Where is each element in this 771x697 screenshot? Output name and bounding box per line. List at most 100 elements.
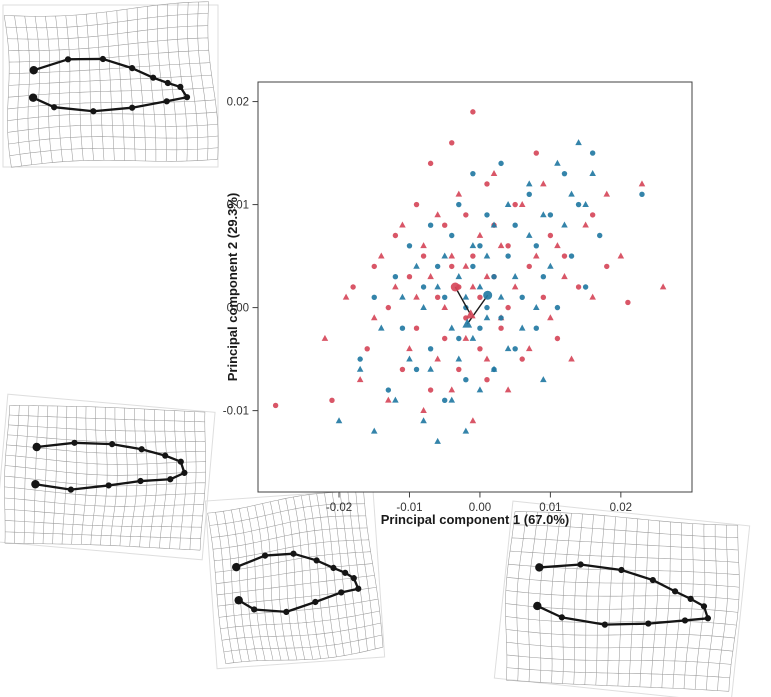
scatter-point-blue-circles xyxy=(561,170,568,177)
mesh-line xyxy=(96,13,105,161)
scatter-point-blue-circles xyxy=(413,366,420,373)
scatter-point-red-triangles xyxy=(568,355,575,362)
scatter-point-red-circles xyxy=(392,232,399,239)
landmark-point xyxy=(64,56,72,63)
scatter-point-blue-circles xyxy=(540,273,547,280)
mesh-line xyxy=(584,514,594,685)
scatter-point-blue-triangles xyxy=(434,437,441,444)
scatter-point-blue-circles xyxy=(505,253,511,259)
mesh-line xyxy=(9,404,205,413)
mesh-line xyxy=(617,517,627,687)
mesh-line xyxy=(694,524,706,690)
landmark-point xyxy=(671,588,679,595)
scatter-point-red-circles xyxy=(470,253,476,259)
mesh-line xyxy=(24,16,33,165)
scatter-point-blue-triangles xyxy=(455,273,463,280)
scatter-point-red-triangles xyxy=(420,406,427,413)
mesh-line xyxy=(85,14,94,161)
landmark-point xyxy=(645,620,652,627)
landmark-point xyxy=(162,452,169,459)
deformation-grid-bottom-center xyxy=(204,488,386,670)
scatter-point-red-triangles xyxy=(511,283,519,290)
mesh-line xyxy=(8,37,209,51)
landmark-point xyxy=(138,446,145,453)
scatter-point-red-triangles xyxy=(441,303,448,310)
scatter-point-red-triangles xyxy=(589,293,596,300)
mesh-line xyxy=(129,408,138,547)
landmark-point xyxy=(601,621,608,628)
scatter-point-red-circles xyxy=(498,325,504,331)
x-tick-label: -0.01 xyxy=(396,502,422,514)
landmark-point xyxy=(29,66,38,75)
mesh-line xyxy=(300,495,321,659)
mesh-line xyxy=(109,407,118,546)
mesh-line xyxy=(262,503,282,661)
y-axis-title: Principal component 2 (29.3%) xyxy=(225,193,240,382)
mesh-line xyxy=(606,516,616,686)
scatter-point-red-circles xyxy=(385,304,392,311)
mesh-line xyxy=(308,494,329,658)
mesh-line xyxy=(197,1,209,161)
scatter-point-blue-circles xyxy=(399,325,406,331)
pca-scatter-plot: -0.02 -0.01 0.00 0.01 0.02 -0.01 0.00 0.01 0.02… xyxy=(223,81,693,527)
mesh-line xyxy=(9,414,205,423)
scatter-point-red-circles xyxy=(505,243,511,249)
scatter-point-red-circles xyxy=(329,397,335,404)
scatter-point-red-circles xyxy=(561,253,568,259)
mesh-line xyxy=(207,513,227,664)
landmark-point xyxy=(177,458,184,465)
mesh-line xyxy=(505,629,735,639)
landmark-point xyxy=(700,603,708,610)
landmark-point xyxy=(234,596,243,605)
scatter-point-blue-circles xyxy=(477,325,483,331)
landmark-point xyxy=(312,598,319,606)
mesh-line xyxy=(5,465,206,476)
scatter-point-blue-circles xyxy=(434,263,441,270)
scatter-point-blue-triangles xyxy=(469,334,477,341)
mesh-line xyxy=(215,512,234,663)
scatter-point-blue-triangles xyxy=(441,252,448,259)
plot-panel xyxy=(257,81,693,493)
mesh-line xyxy=(14,405,20,544)
mesh-line xyxy=(7,25,208,40)
y-tick-label: 0.00 xyxy=(227,303,249,315)
scatter-point-blue-triangles xyxy=(476,386,484,393)
mesh-line xyxy=(4,486,205,497)
mesh-line xyxy=(5,454,206,465)
mesh-line xyxy=(147,6,157,162)
landmark-point xyxy=(183,94,191,101)
scatter-point-blue-triangles xyxy=(462,427,470,434)
landmark-point xyxy=(558,614,565,621)
mesh-line xyxy=(177,3,188,162)
mesh-line xyxy=(216,563,373,584)
landmark-point xyxy=(177,83,184,91)
mesh-line xyxy=(100,407,108,546)
scatter-point-blue-circles xyxy=(392,273,399,280)
landmark-point xyxy=(51,104,58,111)
scatter-point-blue-circles xyxy=(568,253,575,259)
scatter-point-red-triangles xyxy=(392,283,399,290)
mesh-line xyxy=(169,410,177,549)
scatter-point-red-triangles xyxy=(540,180,547,187)
mesh-line xyxy=(55,16,63,162)
scatter-point-red-triangles xyxy=(469,283,477,290)
mesh-line xyxy=(331,492,353,655)
deformation-grid-bottom-right xyxy=(493,500,751,697)
scatter-point-blue-triangles xyxy=(462,293,470,300)
scatter-point-blue-triangles xyxy=(561,221,568,228)
scatter-point-blue-circles xyxy=(385,387,392,393)
mesh-line xyxy=(505,511,516,681)
mesh-line xyxy=(516,511,527,681)
scatter-point-blue-circles xyxy=(477,243,483,249)
landmark-point xyxy=(338,589,345,596)
mesh-line xyxy=(246,506,266,661)
scatter-point-blue-triangles xyxy=(420,417,427,424)
landmark-point xyxy=(163,98,170,105)
scatter-point-blue-circles xyxy=(449,232,455,239)
mesh-line xyxy=(339,492,361,653)
reference-frame xyxy=(204,488,386,670)
mesh-line xyxy=(5,531,201,539)
scatter-point-red-triangles xyxy=(603,190,611,197)
mesh-line xyxy=(5,13,209,29)
